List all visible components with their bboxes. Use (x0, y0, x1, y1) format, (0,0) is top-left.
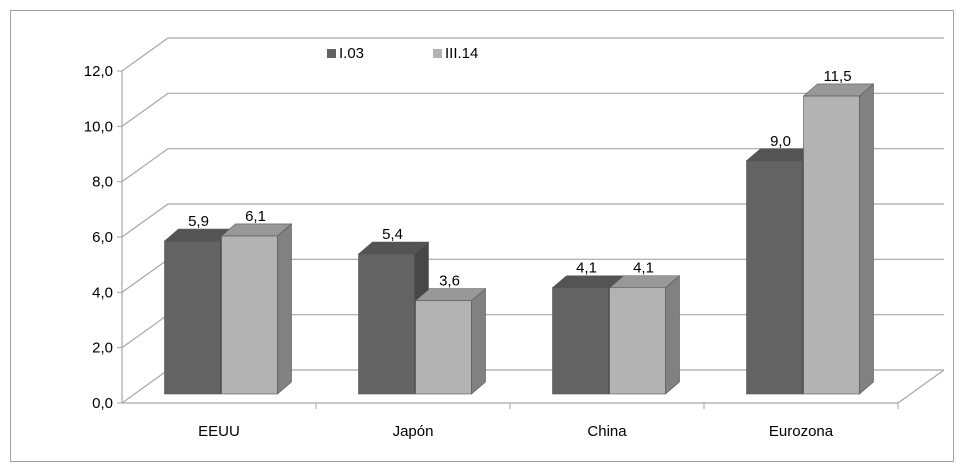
bar-front (358, 253, 415, 395)
data-label: 5,9 (188, 213, 209, 230)
y-tick-label: 12,0 (84, 63, 113, 80)
floor-right-edge (897, 369, 945, 404)
bar-front (221, 235, 278, 395)
gridline (121, 148, 944, 183)
x-tick-label: EEUU (198, 423, 240, 440)
bar-front (415, 300, 472, 395)
bar-side (471, 288, 486, 395)
y-tick-label: 6,0 (92, 229, 113, 246)
bar-front (746, 160, 803, 395)
bar-side (277, 223, 292, 395)
gridline (121, 92, 944, 127)
bar-front (609, 287, 666, 395)
bar-side (665, 275, 680, 395)
gridline (121, 37, 944, 72)
y-tick-label: 0,0 (92, 395, 113, 412)
legend-swatch (327, 49, 336, 58)
legend-label: I.03 (339, 45, 364, 62)
data-label: 4,1 (576, 260, 597, 277)
bar-top (414, 288, 487, 302)
data-label: 6,1 (245, 208, 266, 225)
y-tick-label: 8,0 (92, 174, 113, 191)
x-tick-label: Japón (393, 423, 434, 440)
data-label: 11,5 (823, 68, 851, 85)
y-tick-label: 4,0 (92, 284, 113, 301)
bar-top (220, 223, 293, 237)
bar-top (551, 275, 624, 289)
data-label: 9,0 (770, 133, 791, 150)
bar-front (803, 95, 860, 395)
y-tick-label: 2,0 (92, 340, 113, 357)
x-tick-label: China (587, 423, 627, 440)
x-tick-label: Eurozona (769, 423, 834, 440)
data-label: 5,4 (382, 226, 403, 243)
bar-top (608, 275, 681, 289)
legend-swatch (433, 49, 442, 58)
legend-label: III.14 (445, 45, 478, 62)
bar-top (802, 83, 875, 97)
bar-front (164, 240, 221, 395)
gridline (121, 203, 944, 238)
y-tick-label: 10,0 (84, 118, 113, 135)
bar-front (552, 287, 609, 395)
bar-side (859, 83, 874, 395)
data-label: 4,1 (633, 260, 654, 277)
data-label: 3,6 (439, 273, 460, 290)
bar-top (357, 241, 430, 255)
